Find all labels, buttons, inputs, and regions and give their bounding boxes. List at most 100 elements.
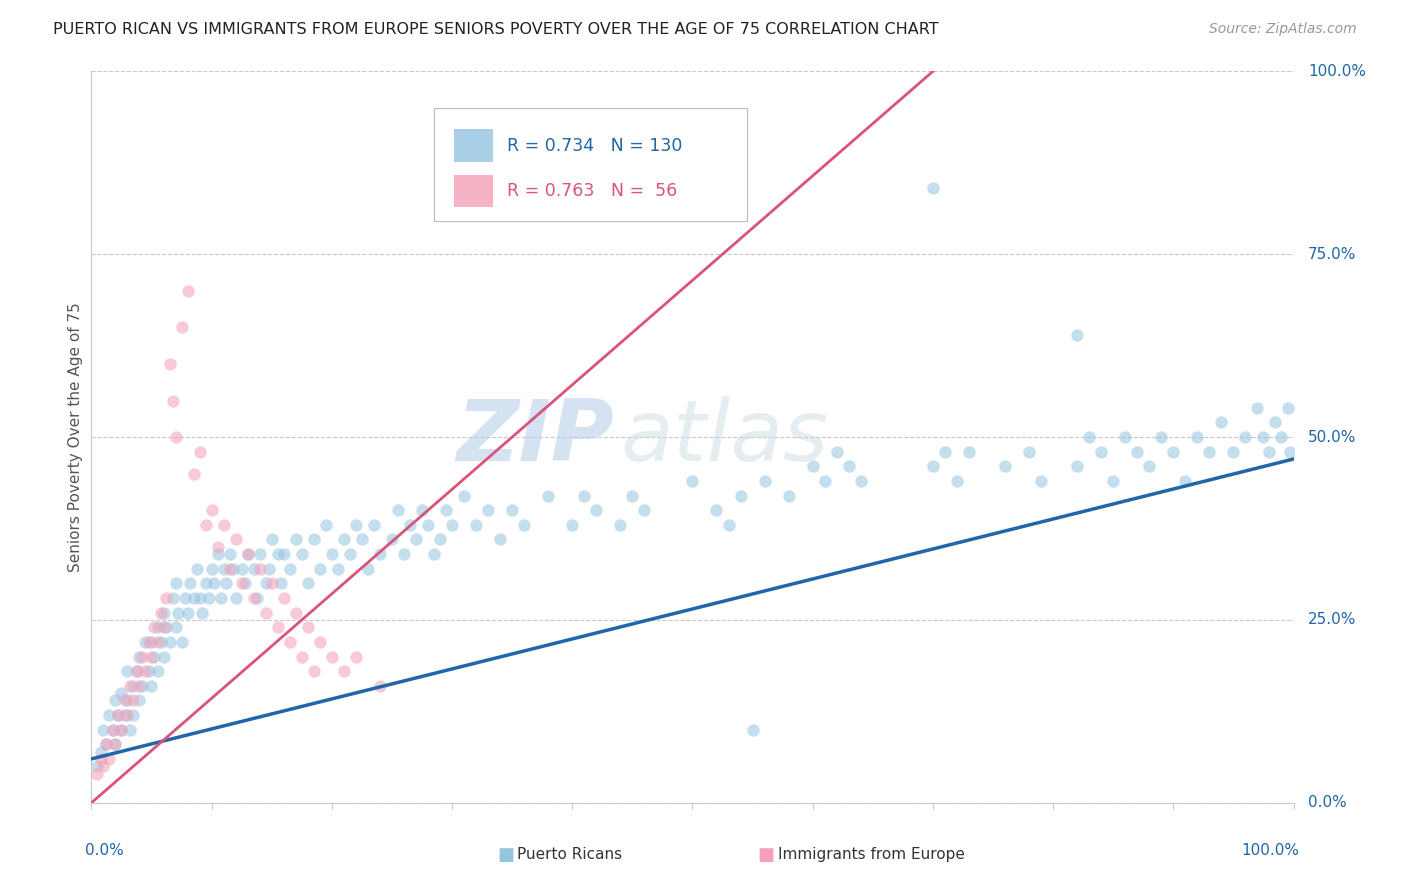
Point (141, 649, 163, 664)
Point (1222, 444, 1244, 458)
Point (405, 533, 427, 547)
Point (222, 562, 245, 576)
Point (146, 620, 169, 634)
Point (1246, 401, 1268, 415)
Point (633, 503, 655, 517)
Point (1150, 430, 1173, 444)
Point (717, 517, 740, 532)
Point (194, 576, 217, 591)
Point (621, 489, 644, 503)
Point (225, 591, 247, 605)
Point (165, 430, 187, 444)
Point (236, 547, 259, 561)
Point (561, 517, 583, 532)
Point (176, 606, 198, 620)
Point (1278, 444, 1301, 458)
Point (344, 649, 367, 664)
Point (104, 693, 127, 707)
Point (122, 693, 145, 707)
Point (267, 620, 290, 634)
Point (1137, 459, 1160, 474)
Point (176, 284, 198, 298)
Text: ZIP: ZIP (457, 395, 614, 479)
Point (1270, 430, 1292, 444)
Point (90, 745, 112, 759)
Point (110, 686, 132, 700)
Point (308, 562, 330, 576)
Point (267, 547, 290, 561)
Point (104, 737, 127, 751)
Point (801, 459, 824, 474)
Point (477, 503, 499, 517)
Point (994, 459, 1017, 474)
Text: ■: ■ (758, 846, 775, 863)
Point (93, 723, 115, 737)
Point (1277, 401, 1299, 415)
Point (138, 664, 160, 678)
Text: 0.0%: 0.0% (86, 843, 124, 858)
Point (155, 591, 177, 605)
Point (465, 517, 488, 532)
Point (315, 517, 337, 532)
Point (198, 591, 221, 605)
Point (778, 489, 800, 503)
Point (706, 503, 728, 517)
Point (131, 649, 153, 664)
Point (98, 752, 121, 766)
Point (501, 503, 523, 517)
Point (1066, 327, 1088, 342)
Point (152, 620, 174, 634)
Text: Puerto Ricans: Puerto Ricans (517, 847, 623, 862)
Point (278, 635, 301, 649)
Point (150, 606, 173, 620)
Point (922, 181, 945, 195)
Point (107, 708, 129, 723)
Point (308, 635, 330, 649)
Point (585, 503, 607, 517)
Point (297, 576, 319, 591)
Point (134, 664, 156, 678)
Point (1029, 474, 1052, 488)
Point (93, 759, 115, 773)
Point (1198, 444, 1220, 458)
Point (162, 591, 184, 605)
Point (291, 547, 314, 561)
Point (429, 533, 451, 547)
Point (249, 547, 271, 561)
Point (183, 467, 205, 481)
Point (134, 635, 156, 649)
Text: PUERTO RICAN VS IMMIGRANTS FROM EUROPE SENIORS POVERTY OVER THE AGE OF 75 CORREL: PUERTO RICAN VS IMMIGRANTS FROM EUROPE S… (53, 22, 939, 37)
Point (128, 693, 150, 707)
Point (537, 489, 560, 503)
Point (273, 591, 295, 605)
Point (1066, 459, 1088, 474)
Point (368, 679, 391, 693)
Point (218, 547, 240, 561)
Bar (454, 129, 494, 161)
Bar (454, 175, 494, 207)
Point (849, 474, 872, 488)
Point (174, 591, 197, 605)
Point (957, 444, 980, 458)
Point (146, 635, 169, 649)
Point (167, 606, 190, 620)
Point (128, 679, 150, 693)
Point (381, 533, 404, 547)
Point (754, 474, 776, 488)
Point (218, 562, 240, 576)
Point (117, 693, 139, 707)
Point (90, 752, 112, 766)
Text: 0.0%: 0.0% (1308, 796, 1347, 810)
Point (101, 723, 124, 737)
Point (231, 576, 253, 591)
Point (946, 474, 969, 488)
FancyBboxPatch shape (434, 108, 747, 221)
Point (609, 517, 631, 532)
Point (339, 547, 361, 561)
Point (114, 693, 136, 707)
Point (138, 635, 160, 649)
Point (152, 649, 174, 664)
Point (333, 664, 356, 678)
Point (284, 533, 307, 547)
Point (440, 517, 463, 532)
